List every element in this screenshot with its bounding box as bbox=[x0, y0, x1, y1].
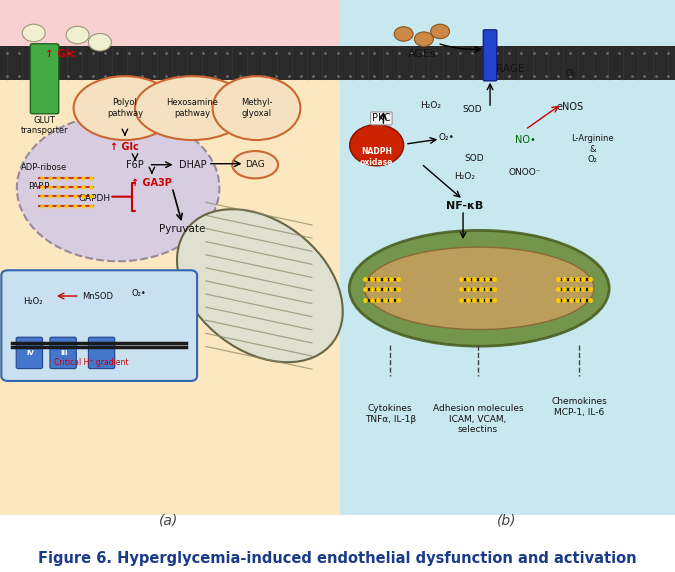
FancyBboxPatch shape bbox=[0, 46, 675, 80]
Text: ADP-ribose: ADP-ribose bbox=[21, 163, 67, 172]
Text: H₂O₂: H₂O₂ bbox=[23, 297, 42, 305]
Text: Critical H⁺ gradient: Critical H⁺ gradient bbox=[54, 359, 128, 367]
FancyBboxPatch shape bbox=[1, 271, 197, 381]
Text: GAPDH: GAPDH bbox=[78, 194, 111, 202]
Text: Polyol
pathway: Polyol pathway bbox=[107, 98, 143, 118]
Circle shape bbox=[350, 125, 404, 166]
Text: ↑ Glc: ↑ Glc bbox=[45, 49, 76, 59]
Text: Chemokines
MCP-1, IL-6: Chemokines MCP-1, IL-6 bbox=[551, 398, 607, 417]
FancyBboxPatch shape bbox=[50, 337, 76, 368]
Text: F6P: F6P bbox=[126, 160, 144, 170]
Text: Adhesion molecules
ICAM, VCAM,
selectins: Adhesion molecules ICAM, VCAM, selectins bbox=[433, 404, 523, 434]
Text: SOD: SOD bbox=[462, 105, 483, 114]
Text: O₂: O₂ bbox=[565, 69, 576, 78]
Circle shape bbox=[431, 24, 450, 39]
Circle shape bbox=[414, 32, 433, 46]
Text: III: III bbox=[60, 349, 68, 356]
Ellipse shape bbox=[232, 151, 278, 178]
Text: ↑ GA3P: ↑ GA3P bbox=[132, 178, 172, 188]
Text: DHAP: DHAP bbox=[179, 160, 206, 170]
FancyBboxPatch shape bbox=[16, 337, 43, 368]
Text: Hexosamine
pathway: Hexosamine pathway bbox=[166, 98, 219, 118]
Text: MnSOD: MnSOD bbox=[82, 292, 113, 300]
Ellipse shape bbox=[213, 76, 300, 140]
Ellipse shape bbox=[135, 76, 250, 140]
Text: Figure 6. Hyperglycemia-induced endothelial dysfunction and activation: Figure 6. Hyperglycemia-induced endothel… bbox=[38, 551, 637, 566]
Ellipse shape bbox=[177, 209, 343, 362]
FancyBboxPatch shape bbox=[340, 0, 675, 515]
Circle shape bbox=[394, 27, 413, 41]
FancyBboxPatch shape bbox=[483, 30, 497, 81]
Text: (b): (b) bbox=[497, 514, 516, 527]
Text: DAG: DAG bbox=[245, 160, 265, 169]
Text: NF-κB: NF-κB bbox=[446, 201, 483, 211]
Text: NO•: NO• bbox=[515, 135, 535, 145]
Circle shape bbox=[66, 26, 89, 44]
Text: H₂O₂: H₂O₂ bbox=[454, 172, 475, 181]
FancyBboxPatch shape bbox=[88, 337, 115, 368]
Text: PKC: PKC bbox=[372, 113, 391, 124]
Text: SOD: SOD bbox=[464, 154, 485, 163]
Circle shape bbox=[22, 24, 45, 42]
Text: ONOO⁻: ONOO⁻ bbox=[509, 168, 541, 177]
Text: O₂•: O₂• bbox=[439, 133, 455, 142]
Text: NADPH
oxidase: NADPH oxidase bbox=[360, 148, 394, 166]
Text: ↑ Glc: ↑ Glc bbox=[111, 142, 139, 152]
Text: Cytokines
TNFα, IL-1β: Cytokines TNFα, IL-1β bbox=[364, 404, 416, 423]
FancyBboxPatch shape bbox=[30, 44, 59, 114]
Ellipse shape bbox=[17, 114, 219, 261]
Text: AGEs: AGEs bbox=[408, 49, 436, 59]
Text: eNOS: eNOS bbox=[557, 102, 584, 112]
Text: H₂O₂: H₂O₂ bbox=[420, 101, 441, 110]
Text: Methyl-
glyoxal: Methyl- glyoxal bbox=[241, 98, 272, 118]
Text: Pyruvate: Pyruvate bbox=[159, 224, 205, 234]
Ellipse shape bbox=[364, 247, 594, 329]
Ellipse shape bbox=[74, 76, 176, 140]
Text: IV: IV bbox=[26, 349, 34, 356]
Ellipse shape bbox=[350, 231, 609, 346]
FancyBboxPatch shape bbox=[0, 0, 340, 515]
Text: L-Arginine
&
O₂: L-Arginine & O₂ bbox=[571, 134, 614, 164]
Text: (a): (a) bbox=[159, 514, 178, 527]
Text: GLUT
transporter: GLUT transporter bbox=[21, 116, 68, 135]
FancyBboxPatch shape bbox=[0, 80, 340, 515]
Text: PARP: PARP bbox=[28, 182, 50, 191]
Circle shape bbox=[88, 33, 111, 51]
Text: O₂•: O₂• bbox=[131, 289, 146, 298]
Text: RAGE: RAGE bbox=[496, 65, 524, 74]
